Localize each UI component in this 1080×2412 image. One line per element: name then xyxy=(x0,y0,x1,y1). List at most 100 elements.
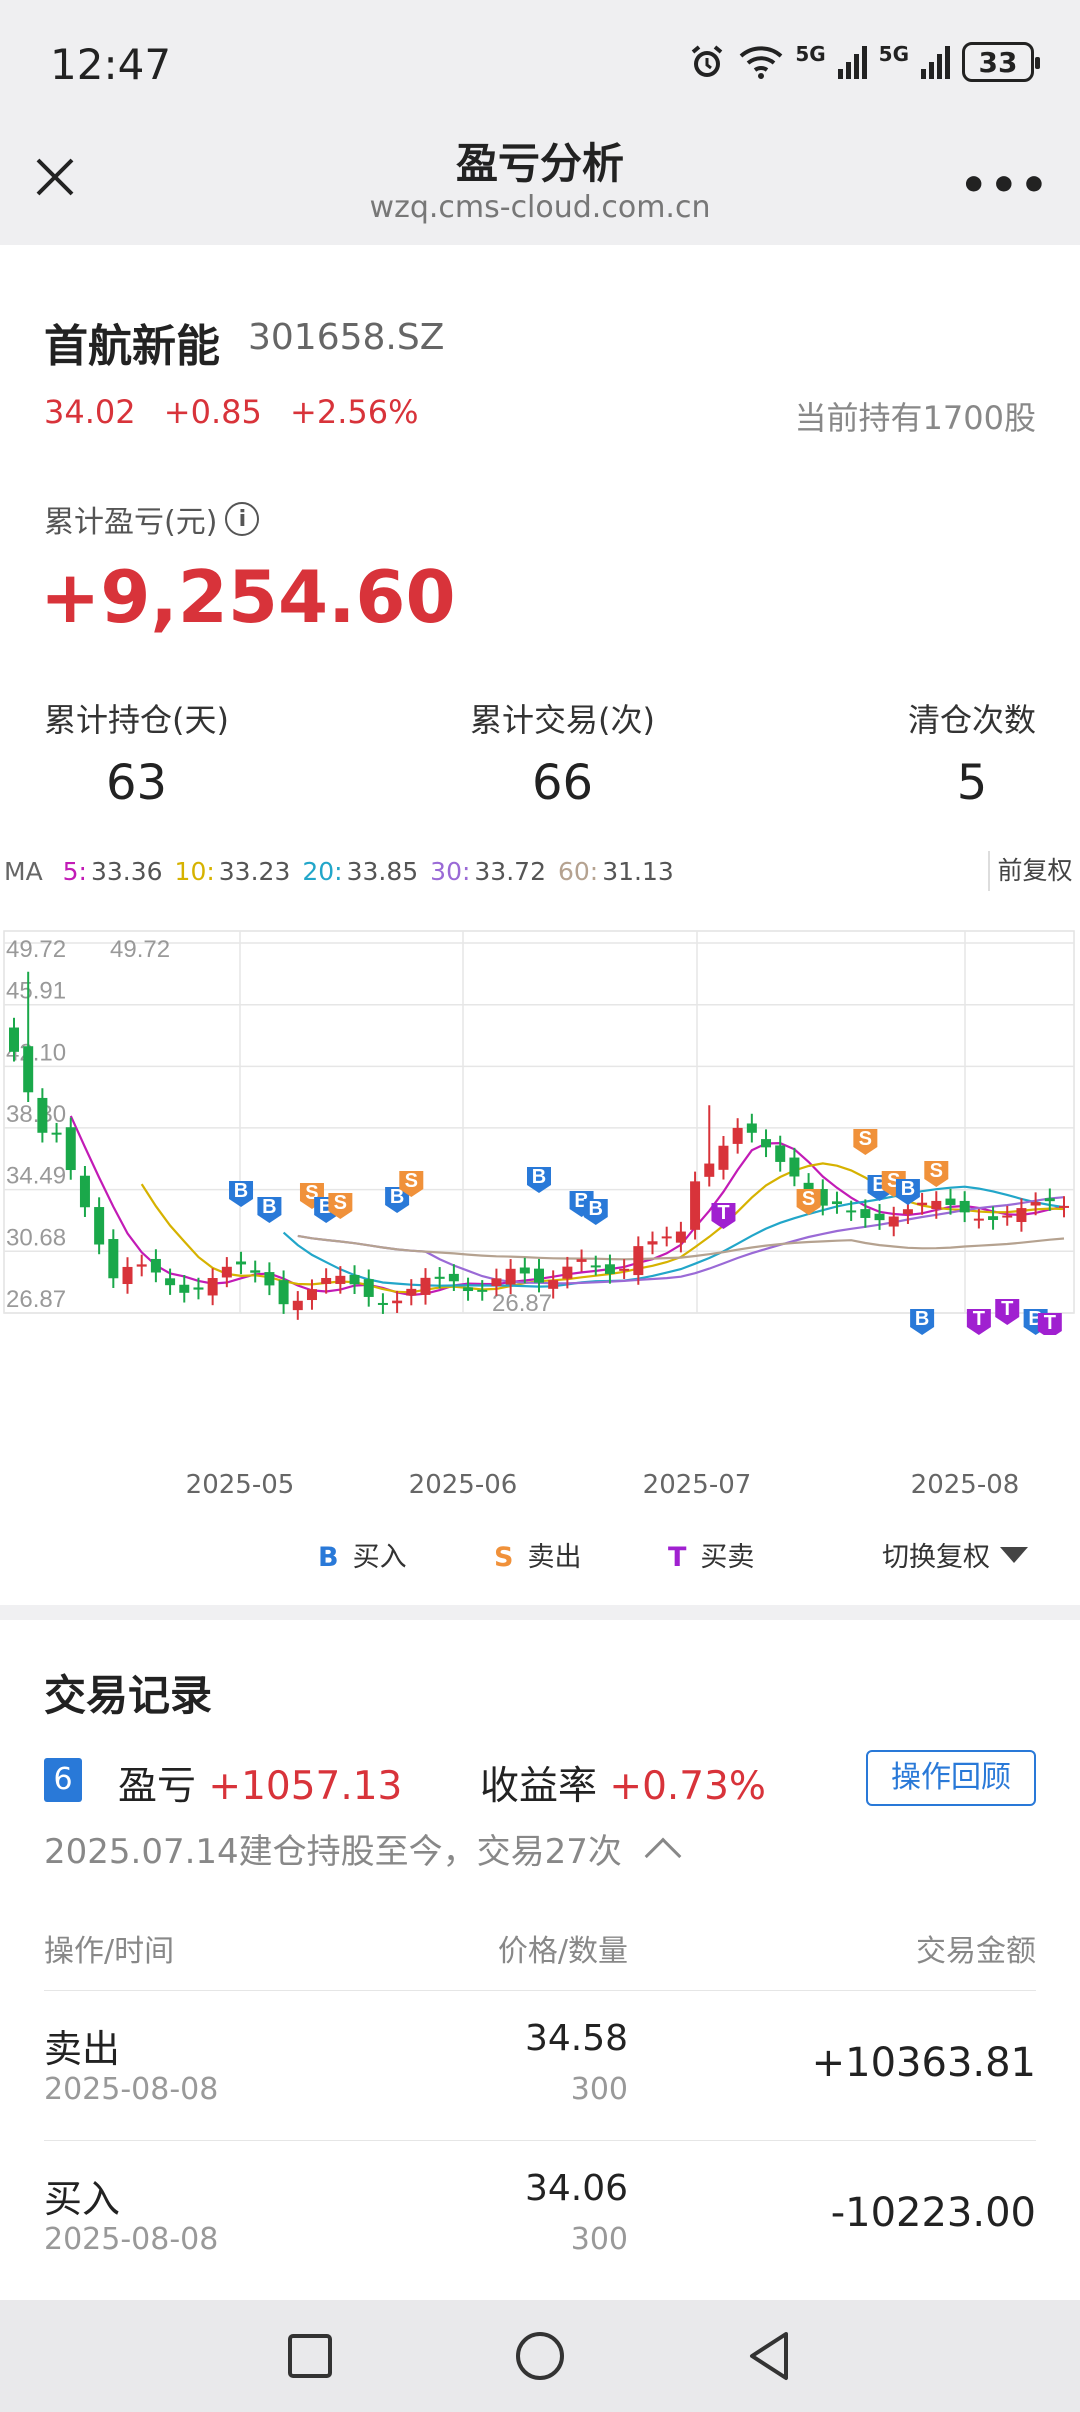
trade-rate-label: 收益率 xyxy=(480,1764,598,1809)
candle-body xyxy=(306,1289,317,1301)
candle-body xyxy=(392,1300,403,1304)
candle-body xyxy=(690,1181,701,1230)
ma-line xyxy=(297,1234,1065,1261)
stat-trade-count: 累计交易(次) 66 xyxy=(470,695,655,811)
status-bar: 12:47 5G 5G 33 xyxy=(0,0,1080,130)
candle-body xyxy=(803,1182,814,1192)
candle-body xyxy=(661,1236,672,1239)
adjust-button[interactable]: 前复权 xyxy=(988,851,1080,891)
y-tick-label: 34.49 xyxy=(6,1163,66,1190)
candle-body xyxy=(434,1276,445,1279)
candle-body xyxy=(902,1209,913,1215)
candle-body xyxy=(576,1259,587,1262)
x-tick-label: 2025-06 xyxy=(408,1470,518,1500)
candle-body xyxy=(463,1287,474,1292)
candle-body xyxy=(321,1277,332,1284)
candle-body xyxy=(165,1278,176,1286)
ma-key: 60: xyxy=(557,857,599,886)
candle-body xyxy=(377,1302,388,1305)
candle-body xyxy=(604,1264,615,1274)
candle-body xyxy=(406,1288,417,1296)
candle-body xyxy=(150,1258,161,1273)
candle-body xyxy=(477,1289,488,1292)
candle-body xyxy=(789,1157,800,1177)
trade-rate-value: +0.73% xyxy=(609,1764,766,1809)
x-tick-label: 2025-08 xyxy=(910,1470,1020,1500)
trade-marker-label: B xyxy=(262,1196,276,1218)
candle-body xyxy=(278,1280,289,1305)
trade-marker xyxy=(796,1189,821,1215)
stat-value: 66 xyxy=(531,755,594,811)
candle-body xyxy=(619,1268,630,1271)
trade-marker-label: B xyxy=(234,1180,248,1202)
col-header-amount: 交易金额 xyxy=(916,1934,1036,1969)
chevron-up-icon[interactable] xyxy=(644,1837,682,1874)
trade-summary[interactable]: 2025.07.14建仓持股至今，交易27次 xyxy=(44,1824,682,1874)
stock-quote: 34.02 +0.85 +2.56% xyxy=(44,393,436,431)
ma-value: 31.13 xyxy=(602,857,674,886)
candle-body xyxy=(945,1198,956,1205)
trade-marker xyxy=(328,1193,353,1219)
trade-marker-label: T xyxy=(973,1308,985,1330)
candle-body xyxy=(519,1267,530,1274)
trade-marker-label: T xyxy=(1001,1298,1013,1320)
trade-pnl: 盈亏 +1057.13 xyxy=(118,1755,402,1811)
candle-body xyxy=(363,1279,374,1297)
trade-marker-label: S xyxy=(802,1188,815,1210)
ma-key: 20: xyxy=(302,857,343,886)
pnl-label-text: 累计盈亏(元) xyxy=(44,505,218,540)
network-label-2: 5G xyxy=(878,42,909,66)
candle-body xyxy=(704,1163,715,1177)
trade-marker-label: S xyxy=(859,1128,872,1150)
candle-body xyxy=(1002,1215,1013,1218)
review-button[interactable]: 操作回顾 xyxy=(866,1750,1036,1806)
back-icon[interactable] xyxy=(742,2328,798,2384)
candle-body xyxy=(831,1201,842,1205)
wifi-icon xyxy=(739,46,783,79)
candle-body xyxy=(79,1175,90,1208)
trade-marker-label: B xyxy=(532,1166,546,1188)
candle-body xyxy=(1059,1205,1069,1208)
candle-body xyxy=(23,1046,34,1093)
trade-marker-label: S xyxy=(334,1192,347,1214)
candle-body xyxy=(761,1139,772,1148)
recent-apps-icon[interactable] xyxy=(282,2328,338,2384)
kline-chart[interactable]: 49.7245.9142.1038.3034.4930.6826.8749.72… xyxy=(0,895,1080,1335)
trade-pnl-label: 盈亏 xyxy=(118,1764,197,1809)
y-tick-label: 30.68 xyxy=(6,1224,66,1251)
x-tick-label: 2025-05 xyxy=(185,1470,295,1500)
holding-text: 当前持有1700股 xyxy=(794,399,1036,437)
candle-body xyxy=(590,1265,601,1268)
triangle-down-icon xyxy=(1000,1546,1028,1563)
row-date: 2025-08-08 xyxy=(44,2072,219,2107)
trade-marker-label: T xyxy=(717,1202,729,1224)
more-icon[interactable]: ••• xyxy=(959,160,1050,211)
candle-body xyxy=(718,1145,729,1170)
ma-value: 33.85 xyxy=(346,857,419,886)
trade-marker xyxy=(966,1309,991,1335)
pnl-card: 首航新能 301658.SZ 34.02 +0.85 +2.56% 当前持有17… xyxy=(0,245,1080,1605)
switch-adjust-button[interactable]: 切换复权 xyxy=(882,1535,1028,1574)
ma-key: 10: xyxy=(174,857,215,886)
stock-change: +0.85 xyxy=(163,393,262,431)
row-amount: -10223.00 xyxy=(830,2190,1036,2236)
home-icon[interactable] xyxy=(512,2328,568,2384)
candle-body xyxy=(1030,1202,1041,1206)
trade-marker xyxy=(924,1161,949,1187)
ma-items: 5: 33.36 10: 33.23 20: 33.85 30: 33.72 60: 31.13 xyxy=(51,857,674,886)
network-label-1: 5G xyxy=(795,42,826,66)
candle-body xyxy=(534,1268,544,1283)
trade-marker-label: B xyxy=(915,1308,929,1330)
trade-marker xyxy=(895,1179,920,1205)
ma-value: 33.23 xyxy=(218,857,291,886)
candle-body xyxy=(973,1218,984,1221)
close-icon[interactable] xyxy=(30,152,80,202)
info-icon[interactable]: i xyxy=(225,502,260,536)
candle-body xyxy=(122,1266,133,1285)
stat-value: 63 xyxy=(105,755,168,811)
candle-body xyxy=(349,1274,360,1285)
candle-body xyxy=(179,1284,190,1293)
y-tick-label: 45.91 xyxy=(6,978,66,1005)
row-qty: 300 xyxy=(570,2072,628,2107)
y-tick-label: 49.72 xyxy=(6,936,66,963)
